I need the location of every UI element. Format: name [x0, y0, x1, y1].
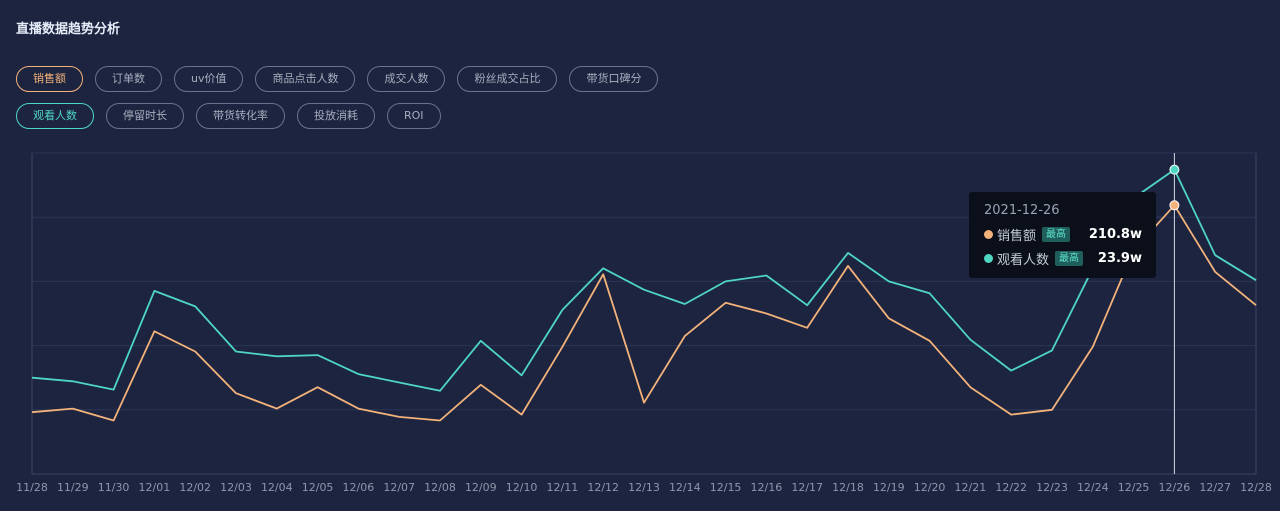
x-tick-label: 11/29	[57, 481, 89, 494]
tooltip-badge: 最高	[1055, 250, 1084, 266]
x-tick-label: 12/27	[1199, 481, 1231, 494]
chart-tooltip: 2021-12-26 销售额 最高 210.8w 观看人数 最高 23.9w	[969, 192, 1156, 278]
x-tick-label: 12/06	[343, 481, 375, 494]
x-tick-label: 12/12	[587, 481, 619, 494]
page-title: 直播数据趋势分析	[16, 22, 121, 37]
series-line-sales	[31, 204, 1257, 422]
tooltip-value: 23.9w	[1097, 250, 1142, 266]
x-tick-label: 12/09	[465, 481, 497, 494]
metric-chip[interactable]: 粉丝成交占比	[457, 66, 558, 92]
metric-chip[interactable]: 投放消耗	[297, 103, 375, 129]
x-tick-label: 12/17	[791, 481, 823, 494]
metric-chip[interactable]: 成交人数	[367, 66, 446, 92]
tooltip-row-sales: 销售额 最高 210.8w	[984, 225, 1142, 244]
data-point	[1169, 164, 1180, 175]
tooltip-row-viewers: 观看人数 最高 23.9w	[984, 249, 1142, 268]
x-tick-label: 12/07	[383, 481, 415, 494]
x-tick-label: 12/15	[710, 481, 742, 494]
metric-chip[interactable]: 带货口碑分	[569, 66, 659, 92]
sales-legend-dot-icon	[984, 229, 993, 239]
x-tick-label: 12/04	[261, 481, 293, 494]
x-tick-label: 12/01	[139, 481, 171, 494]
metric-chips-row-1: 销售额 订单数 uv价值 商品点击人数 成交人数 粉丝成交占比 带货口碑分	[16, 66, 659, 92]
x-tick-label: 12/24	[1077, 481, 1109, 494]
x-tick-label: 12/19	[873, 481, 905, 494]
x-tick-label: 12/22	[995, 481, 1027, 494]
x-tick-label: 11/28	[16, 481, 48, 494]
metric-chip[interactable]: 带货转化率	[196, 103, 285, 129]
viewers-legend-dot-icon	[984, 253, 993, 263]
x-tick-label: 12/05	[302, 481, 334, 494]
data-point	[1169, 200, 1180, 211]
metric-chip[interactable]: 观看人数	[16, 103, 94, 129]
tooltip-badge: 最高	[1042, 226, 1071, 242]
metric-chip[interactable]: 商品点击人数	[255, 66, 356, 92]
x-tick-label: 12/23	[1036, 481, 1068, 494]
tooltip-series-name: 销售额	[997, 228, 1037, 244]
tooltip-value: 210.8w	[1088, 226, 1142, 242]
metric-chip[interactable]: uv价值	[174, 66, 244, 92]
x-tick-label: 11/30	[98, 481, 130, 494]
x-tick-label: 12/20	[914, 481, 946, 494]
x-tick-label: 12/02	[179, 481, 211, 494]
x-tick-label: 12/11	[547, 481, 579, 494]
tooltip-date: 2021-12-26	[984, 203, 1060, 218]
x-tick-label: 12/14	[669, 481, 701, 494]
x-tick-label: 12/26	[1159, 481, 1191, 494]
x-tick-label: 12/08	[424, 481, 456, 494]
metric-chip[interactable]: 停留时长	[106, 103, 184, 129]
x-tick-label: 12/16	[751, 481, 783, 494]
metric-chip[interactable]: ROI	[387, 103, 441, 129]
x-tick-label: 12/18	[832, 481, 864, 494]
x-tick-label: 12/28	[1240, 481, 1272, 494]
metric-chips-row-2: 观看人数 停留时长 带货转化率 投放消耗 ROI	[16, 103, 441, 129]
metric-chip[interactable]: 销售额	[16, 66, 83, 92]
metric-chip[interactable]: 订单数	[95, 66, 162, 92]
x-tick-label: 12/03	[220, 481, 252, 494]
tooltip-series-name: 观看人数	[997, 252, 1050, 268]
series-line-viewers	[31, 168, 1257, 392]
x-tick-label: 12/10	[506, 481, 538, 494]
x-tick-label: 12/25	[1118, 481, 1150, 494]
x-tick-label: 12/13	[628, 481, 660, 494]
x-tick-label: 12/21	[955, 481, 987, 494]
